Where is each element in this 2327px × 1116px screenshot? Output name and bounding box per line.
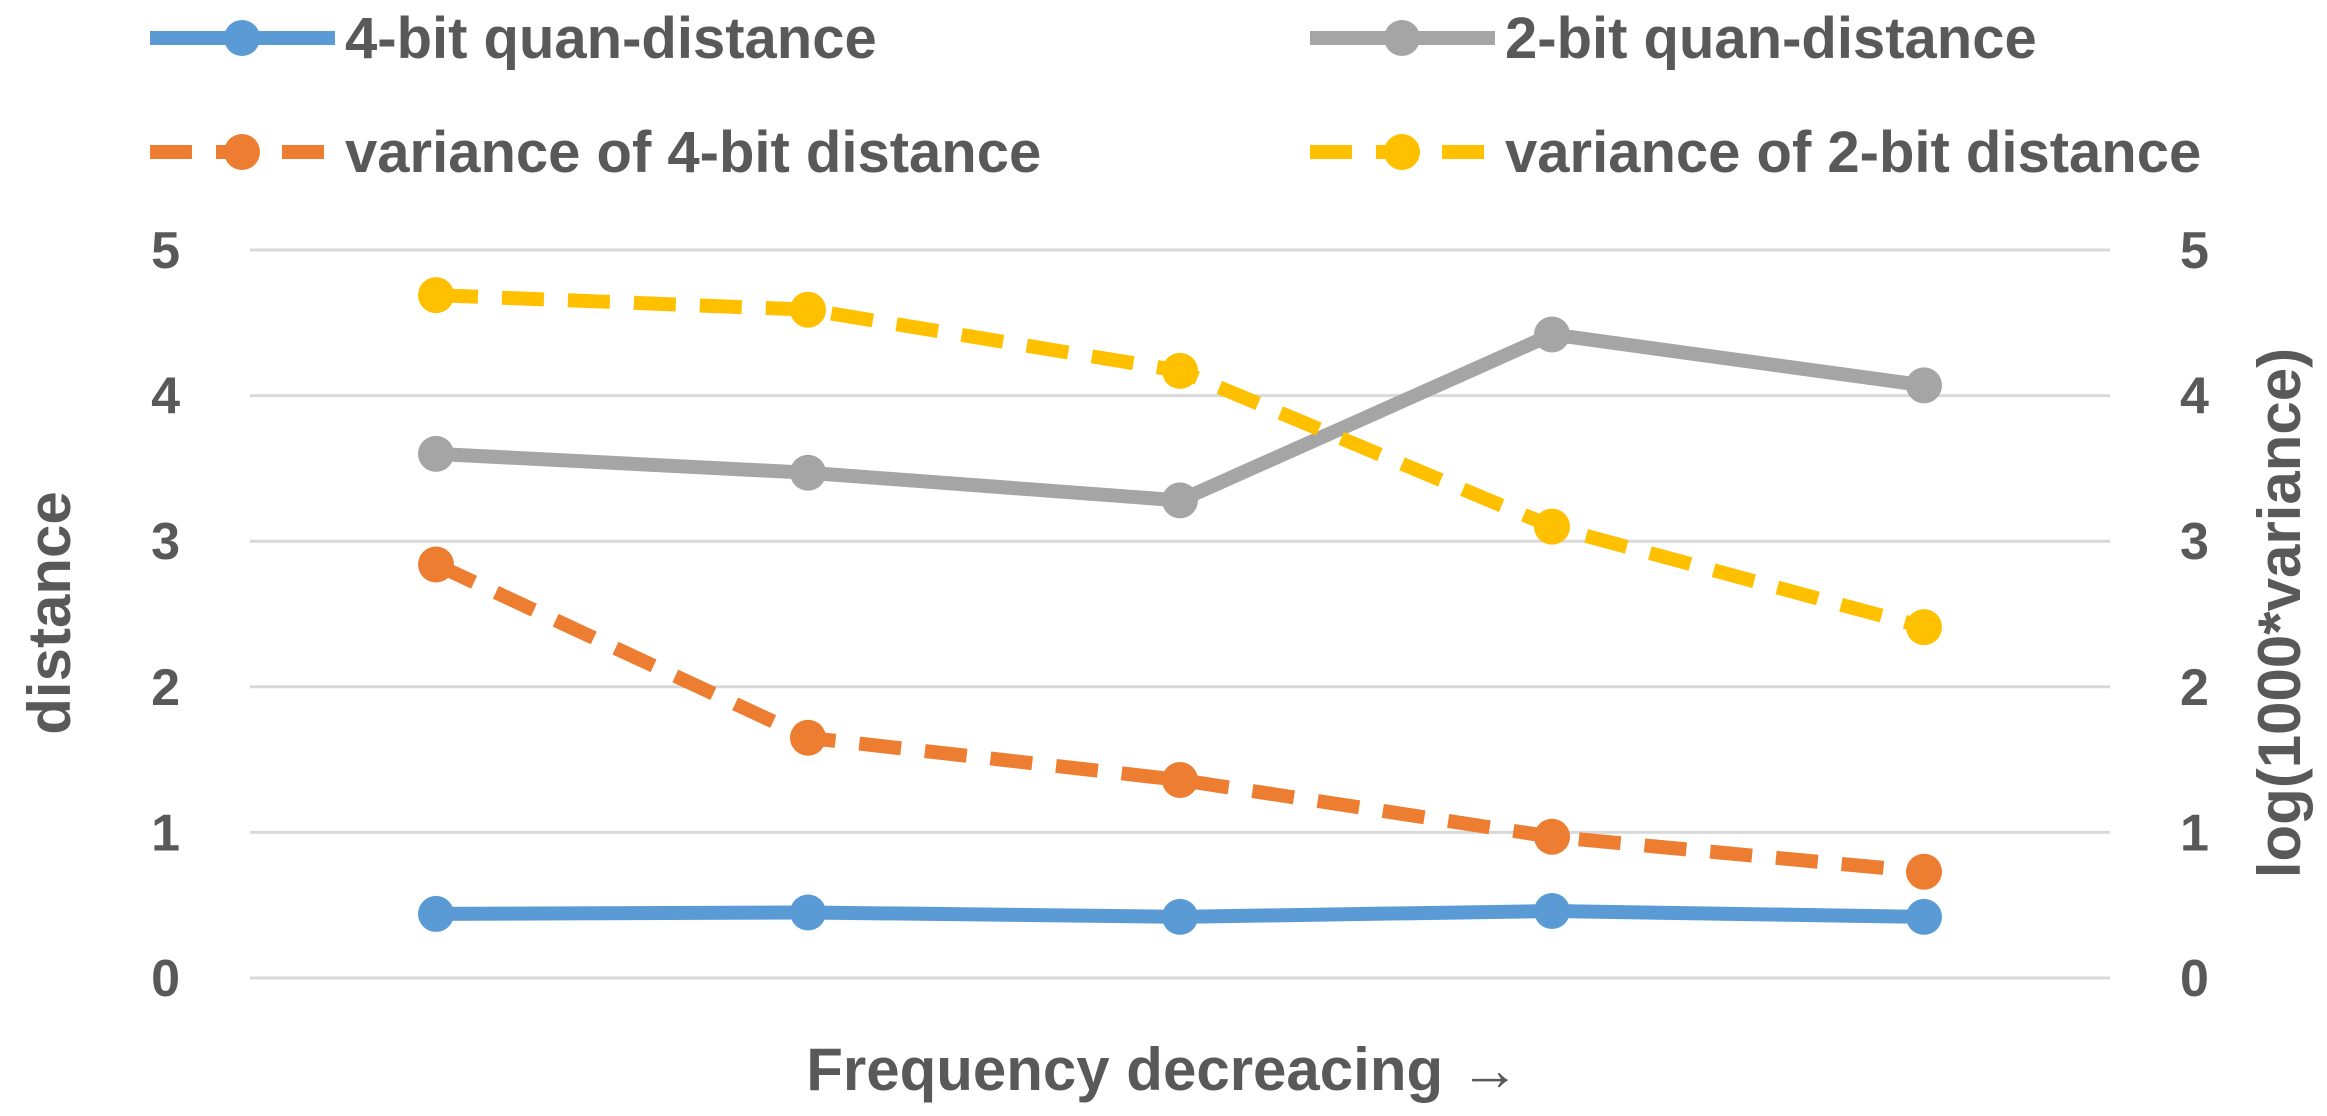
- y-tick-label: 3: [151, 513, 180, 571]
- data-point: [790, 291, 826, 328]
- legend-label: variance of 2-bit distance: [1505, 120, 2201, 185]
- gridlines: [250, 248, 2110, 980]
- legend-marker: [224, 20, 260, 56]
- data-point: [1162, 352, 1198, 389]
- series-line: [433, 558, 1925, 879]
- data-point: [790, 454, 826, 491]
- y-tick-label: 5: [151, 222, 180, 280]
- data-point: [1906, 609, 1942, 646]
- legend: 4-bit quan-distance 2-bit quan-distance va…: [150, 6, 2201, 185]
- data-point: [1906, 367, 1942, 404]
- data-point: [1162, 898, 1198, 935]
- legend-item: 4-bit quan-distance: [150, 6, 877, 71]
- data-point: [1534, 818, 1570, 855]
- legend-marker: [224, 134, 260, 170]
- data-point: [418, 895, 454, 932]
- data-point: [418, 546, 454, 583]
- y2-tick-label: 4: [2180, 368, 2209, 426]
- data-point: [418, 277, 454, 314]
- data-point: [418, 435, 454, 472]
- legend-item: variance of 2-bit distance: [1310, 120, 2201, 185]
- legend-marker: [1384, 20, 1420, 56]
- y-tick-label: 0: [151, 950, 180, 1008]
- y-axis-right: 0 1 2 3 4 5: [2180, 222, 2209, 1008]
- data-point: [1534, 508, 1570, 545]
- y-tick-label: 1: [151, 804, 180, 862]
- y2-tick-label: 0: [2180, 950, 2209, 1008]
- y2-axis-title: log(1000*variance): [2246, 348, 2313, 878]
- legend-label: 2-bit quan-distance: [1505, 6, 2037, 71]
- data-point: [790, 719, 826, 756]
- y2-tick-label: 1: [2180, 804, 2209, 862]
- y-tick-label: 4: [151, 368, 180, 426]
- data-point: [1906, 898, 1942, 935]
- data-point: [790, 894, 826, 931]
- data-point: [1534, 316, 1570, 353]
- series-0: [418, 893, 1942, 935]
- x-axis-title: Frequency decreacing →: [806, 1036, 1520, 1103]
- y-axis-left: 0 1 2 3 4 5: [151, 222, 180, 1008]
- y2-tick-label: 2: [2180, 659, 2209, 717]
- data-point: [1906, 853, 1942, 890]
- legend-label: 4-bit quan-distance: [345, 6, 877, 71]
- legend-item: 2-bit quan-distance: [1310, 6, 2037, 71]
- series-layer: [418, 277, 1942, 935]
- y-tick-label: 2: [151, 659, 180, 717]
- legend-label: variance of 4-bit distance: [345, 120, 1041, 185]
- legend-marker: [1384, 134, 1420, 170]
- series-2: [418, 546, 1942, 890]
- y2-tick-label: 3: [2180, 513, 2209, 571]
- y-axis-title: distance: [16, 491, 83, 734]
- data-point: [1534, 893, 1570, 930]
- legend-item: variance of 4-bit distance: [150, 120, 1041, 185]
- y2-tick-label: 5: [2180, 222, 2209, 280]
- data-point: [1162, 482, 1198, 519]
- series-3: [418, 277, 1942, 646]
- data-point: [1162, 761, 1198, 798]
- series-1: [418, 316, 1942, 519]
